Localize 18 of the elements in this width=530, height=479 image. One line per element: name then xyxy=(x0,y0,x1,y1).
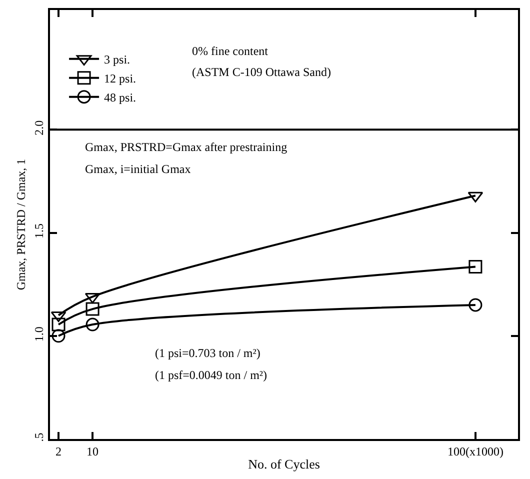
y-tick-label: 1.0 xyxy=(32,326,46,342)
y-tick-label: 1.5 xyxy=(32,223,46,238)
legend-label: 12 psi. xyxy=(104,72,136,86)
x-tick-label: 2 xyxy=(56,444,62,458)
annotation: (1 psi=0.703 ton / m²) xyxy=(155,346,260,360)
x-axis-title: No. of Cycles xyxy=(248,456,320,472)
y-axis-title: Gmax, PRSTRD / Gmax, 1 xyxy=(14,158,28,290)
annotation: Gmax, i=initial Gmax xyxy=(85,162,191,176)
legend-label: 3 psi. xyxy=(104,52,130,66)
y-tick-label: 2.0 xyxy=(32,120,46,136)
x-tick-label: 100(x1000) xyxy=(447,444,504,458)
x-tick-label: 10 xyxy=(86,444,99,458)
annotation: (1 psf=0.0049 ton / m²) xyxy=(155,368,268,382)
y-tick-label: .5 xyxy=(32,432,46,442)
legend-label: 48 psi. xyxy=(104,90,136,104)
annotation: (ASTM C-109 Ottawa Sand) xyxy=(192,65,331,79)
annotation: 0% fine content xyxy=(192,44,269,58)
annotation: Gmax, PRSTRD=Gmax after prestraining xyxy=(85,140,288,154)
